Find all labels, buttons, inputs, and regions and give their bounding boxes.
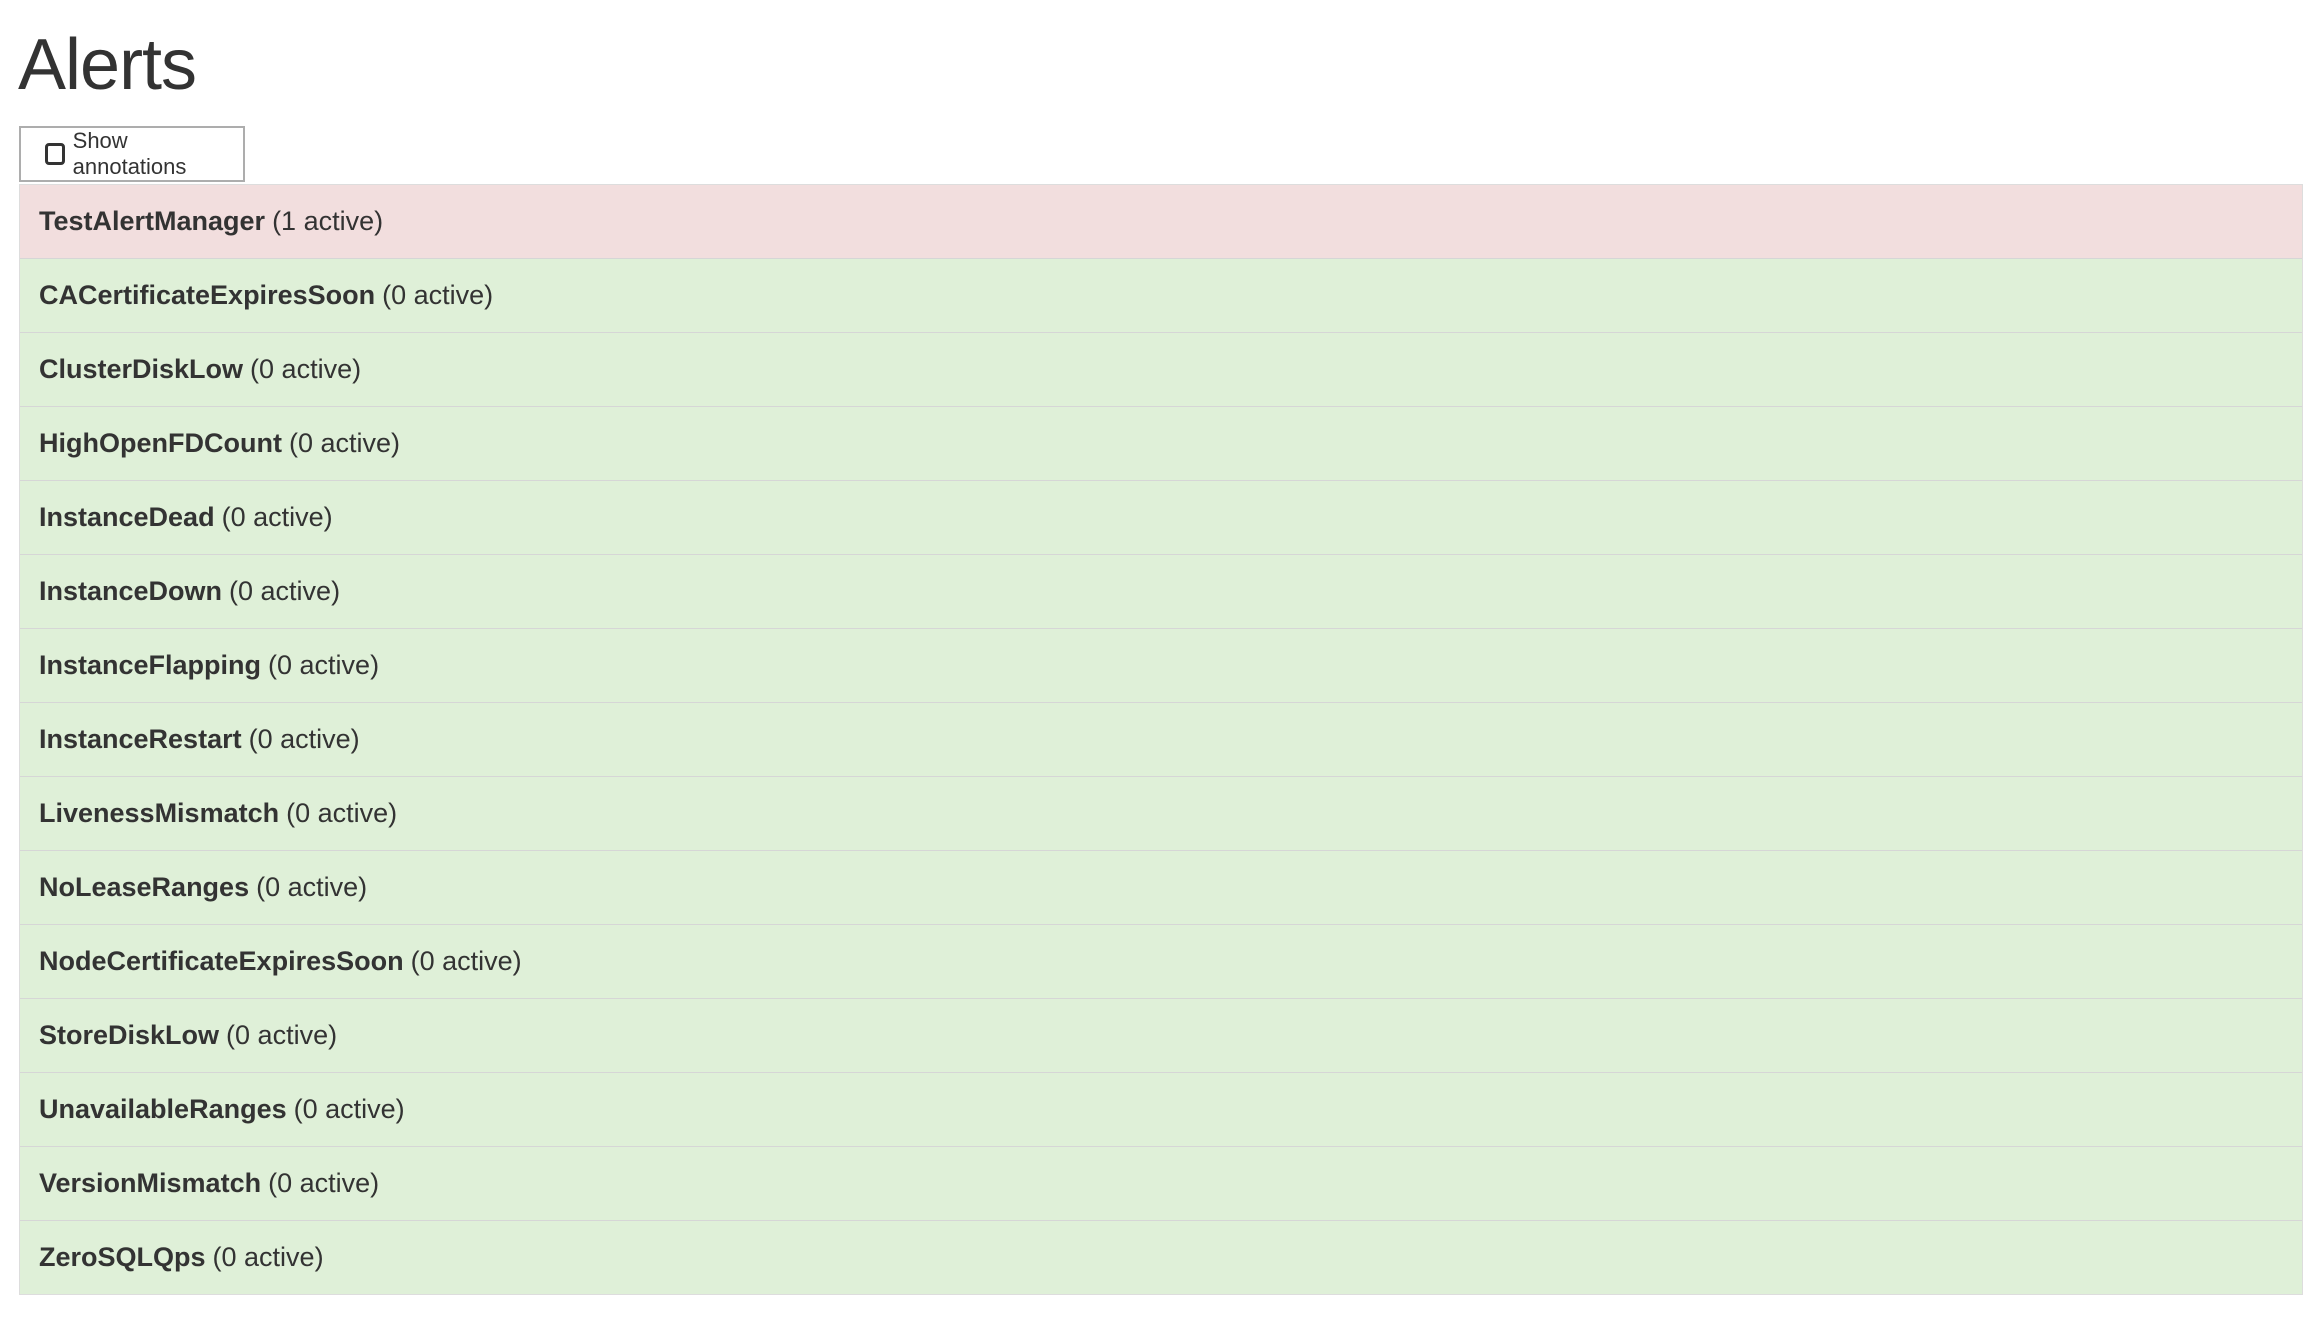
alert-active-count: (0 active) [286,798,398,828]
alert-name: UnavailableRanges [39,1094,287,1124]
alert-active-count: (0 active) [293,1094,405,1124]
alert-active-count: (0 active) [256,872,368,902]
alert-name: VersionMismatch [39,1168,262,1198]
alert-active-count: (1 active) [272,206,384,236]
alert-name: InstanceDown [39,576,223,606]
alert-name: LivenessMismatch [39,798,280,828]
alert-row[interactable]: StoreDiskLow (0 active) [20,998,2302,1072]
alert-active-count: (0 active) [288,428,400,458]
alert-name: ZeroSQLQps [39,1242,206,1272]
alert-active-count: (0 active) [226,1020,338,1050]
alert-row[interactable]: HighOpenFDCount (0 active) [20,406,2302,480]
alert-row[interactable]: CACertificateExpiresSoon (0 active) [20,258,2302,332]
alert-active-count: (0 active) [268,1168,380,1198]
alert-row[interactable]: InstanceFlapping (0 active) [20,628,2302,702]
alert-active-count: (0 active) [250,354,362,384]
alert-row[interactable]: NoLeaseRanges (0 active) [20,850,2302,924]
show-annotations-label: Show annotations [72,128,187,179]
checkbox-icon[interactable] [45,143,65,165]
alert-name: CACertificateExpiresSoon [39,280,376,310]
alert-list: TestAlertManager (1 active) CACertificateE… [19,184,2303,1295]
alert-row[interactable]: ClusterDiskLow (0 active) [20,332,2302,406]
alert-name: InstanceDead [39,502,215,532]
alert-name: TestAlertManager [39,206,266,236]
alert-row[interactable]: NodeCertificateExpiresSoon (0 active) [20,924,2302,998]
alert-active-count: (0 active) [248,724,360,754]
alert-name: StoreDiskLow [39,1020,220,1050]
alert-row[interactable]: LivenessMismatch (0 active) [20,776,2302,850]
page-title: Alerts [18,25,197,105]
alert-name: NoLeaseRanges [39,872,250,902]
alert-active-count: (0 active) [229,576,341,606]
alert-row[interactable]: ZeroSQLQps (0 active) [20,1220,2302,1294]
alert-row[interactable]: InstanceDead (0 active) [20,480,2302,554]
alert-name: HighOpenFDCount [39,428,282,458]
alert-name: ClusterDiskLow [39,354,244,384]
alert-active-count: (0 active) [221,502,333,532]
alert-row[interactable]: TestAlertManager (1 active) [20,185,2302,258]
alert-name: InstanceFlapping [39,650,262,680]
alert-active-count: (0 active) [410,946,522,976]
alert-name: NodeCertificateExpiresSoon [39,946,404,976]
alert-row[interactable]: InstanceDown (0 active) [20,554,2302,628]
alert-name: InstanceRestart [39,724,242,754]
alert-active-count: (0 active) [268,650,380,680]
alert-row[interactable]: UnavailableRanges (0 active) [20,1072,2302,1146]
alert-active-count: (0 active) [382,280,494,310]
alert-row[interactable]: VersionMismatch (0 active) [20,1146,2302,1220]
alert-active-count: (0 active) [212,1242,324,1272]
show-annotations-button[interactable]: Show annotations [19,126,245,182]
alert-row[interactable]: InstanceRestart (0 active) [20,702,2302,776]
